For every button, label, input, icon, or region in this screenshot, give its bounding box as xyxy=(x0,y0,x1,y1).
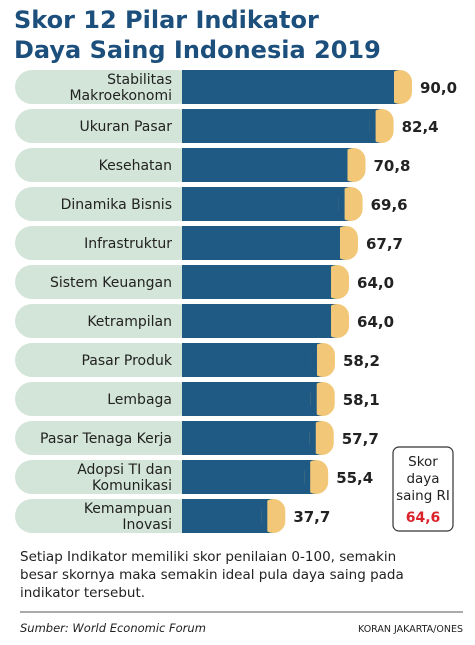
value-label: 69,6 xyxy=(371,196,408,214)
value-label: 58,2 xyxy=(343,352,380,370)
category-label: Adopsi TI dan Komunikasi xyxy=(77,462,172,494)
bar-cap-mask xyxy=(261,499,268,533)
bar xyxy=(182,70,400,104)
value-label: 37,7 xyxy=(293,508,330,526)
row-band xyxy=(15,343,195,377)
value-label: 70,8 xyxy=(373,157,410,175)
category-label: Sistem Keuangan xyxy=(50,275,172,291)
annotation-value: 64,6 xyxy=(406,510,441,526)
category-labels: Stabilitas Makroekonomi Ukuran Pasar Keseha… xyxy=(40,72,173,533)
value-label: 64,0 xyxy=(357,274,394,292)
value-label: 90,0 xyxy=(420,79,457,97)
category-label: Infrastruktur xyxy=(84,236,172,252)
footnote-line: besar skornya maka semakin ideal pula da… xyxy=(20,567,404,583)
chart-title-line: Skor 12 Pilar Indikator xyxy=(14,6,319,34)
bar xyxy=(182,109,382,143)
row-band xyxy=(15,226,195,260)
bar-cap-mask xyxy=(325,265,332,299)
row-band xyxy=(15,421,195,455)
category-label: Pasar Tenaga Kerja xyxy=(40,431,172,447)
category-label-line: Stabilitas xyxy=(107,72,172,88)
category-label: Pasar Produk xyxy=(81,353,172,369)
value-label: 57,7 xyxy=(342,430,379,448)
category-label: Ukuran Pasar xyxy=(80,119,173,135)
category-label: Dinamika Bisnis xyxy=(61,197,172,213)
bar-cap-mask xyxy=(369,109,376,143)
source-label: Sumber: World Economic Forum xyxy=(20,621,206,635)
bars xyxy=(182,70,412,533)
row-band xyxy=(15,460,195,494)
footnote: Setiap Indikator memiliki skor penilaian… xyxy=(20,549,404,601)
category-label: Lembaga xyxy=(107,392,172,408)
row-band xyxy=(15,70,195,104)
category-label: Kesehatan xyxy=(99,158,172,174)
row-band xyxy=(15,148,195,182)
value-label: 64,0 xyxy=(357,313,394,331)
value-label: 82,4 xyxy=(402,118,439,136)
bar xyxy=(182,226,346,260)
bar-cap-mask xyxy=(310,343,317,377)
value-label: 58,1 xyxy=(343,391,380,409)
category-label-line: Makroekonomi xyxy=(69,88,172,104)
annotation-text: daya xyxy=(406,471,439,487)
annotation-border xyxy=(392,446,454,532)
row-bands xyxy=(15,70,195,533)
bar xyxy=(182,187,351,221)
row-band xyxy=(15,499,195,533)
bar-cap-mask xyxy=(388,70,394,104)
category-label: Stabilitas Makroekonomi xyxy=(69,72,172,104)
bar-cap-mask xyxy=(341,148,348,182)
footnote-line: indikator tersebut. xyxy=(20,585,145,601)
bar-cap-mask xyxy=(325,304,332,338)
value-label: 55,4 xyxy=(336,469,373,487)
bar-cap-mask xyxy=(338,187,345,221)
category-label: Ketrampilan xyxy=(87,314,172,330)
annotation-text: saing RI xyxy=(396,488,450,504)
row-band xyxy=(15,265,195,299)
bar xyxy=(182,460,317,494)
bar xyxy=(182,265,338,299)
value-labels: 90,0 82,4 70,8 69,6 67,7 64,0 64,0 58,2 58,1 57,7… xyxy=(293,79,457,526)
row-band xyxy=(15,109,195,143)
category-label: Kemampuan Inovasi xyxy=(84,501,172,533)
row-band xyxy=(15,187,195,221)
category-label-line: Kemampuan xyxy=(84,501,172,517)
bar-cap-mask xyxy=(333,226,340,260)
category-label-line: Adopsi TI dan xyxy=(77,462,172,478)
bar xyxy=(182,304,338,338)
bar xyxy=(182,148,354,182)
bar-cap-mask xyxy=(310,382,317,416)
row-band xyxy=(15,382,195,416)
bar-cap-mask xyxy=(304,460,311,494)
credit-label: KORAN JAKARTA/ONES xyxy=(358,624,463,635)
bar xyxy=(182,421,322,455)
chart-title-line: Daya Saing Indonesia 2019 xyxy=(14,36,381,64)
bar-cap-mask xyxy=(309,421,316,455)
annotation-text: Skor xyxy=(408,454,438,470)
value-label: 67,7 xyxy=(366,235,403,253)
category-label-line: Komunikasi xyxy=(92,478,172,494)
bar xyxy=(182,499,274,533)
bar xyxy=(182,343,323,377)
bar xyxy=(182,382,323,416)
category-label-line: Inovasi xyxy=(122,517,172,533)
row-band xyxy=(15,304,195,338)
footnote-line: Setiap Indikator memiliki skor penilaian… xyxy=(20,549,396,565)
